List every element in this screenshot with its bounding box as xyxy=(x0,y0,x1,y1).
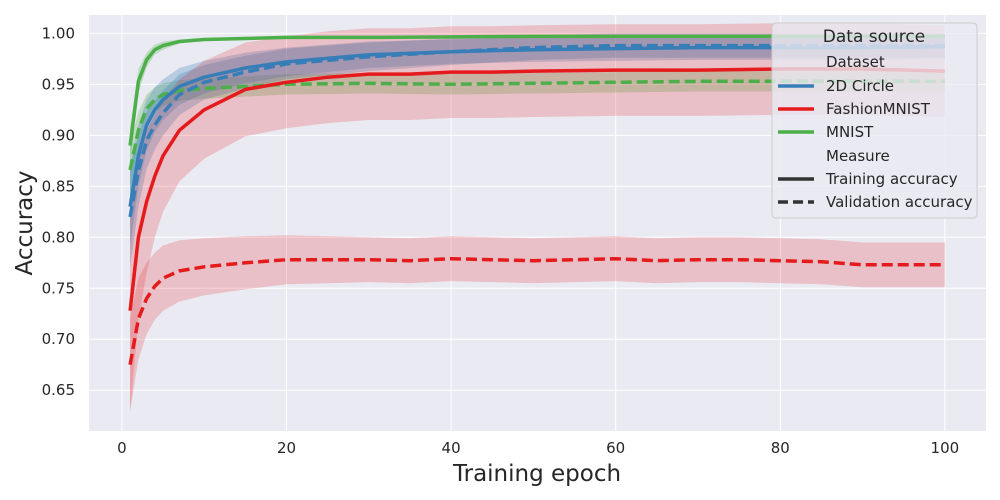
y-tick-label: 1.00 xyxy=(42,24,75,42)
line-fashionmnist-validation-accuracy xyxy=(128,256,945,366)
series-lines xyxy=(128,34,945,366)
legend-title: Data source xyxy=(823,27,925,47)
legend-label-mnist: MNIST xyxy=(826,123,874,141)
x-tick-label: 100 xyxy=(931,439,960,457)
legend-label-2d-circle: 2D Circle xyxy=(826,77,894,95)
x-tick-label: 40 xyxy=(442,439,461,457)
legend-header-measure: Measure xyxy=(826,147,890,165)
x-axis-ticks: 0 20 40 60 80 100 xyxy=(117,439,959,457)
line-2d-circle-validation-accuracy xyxy=(128,43,945,218)
x-tick-label: 0 xyxy=(117,439,127,457)
y-tick-label: 0.95 xyxy=(42,75,75,93)
y-axis-label: Accuracy xyxy=(12,170,38,275)
legend-label-training: Training accuracy xyxy=(825,170,958,188)
line-mnist-training-accuracy xyxy=(128,34,945,146)
legend-label-validation: Validation accuracy xyxy=(826,193,973,211)
line-2d-circle-training-accuracy xyxy=(128,44,945,207)
x-tick-label: 80 xyxy=(771,439,790,457)
band-fashionmnist-training-accuracy xyxy=(130,23,945,413)
line-fashionmnist-training-accuracy xyxy=(128,67,945,311)
y-axis-ticks: 0.65 0.70 0.75 0.80 0.85 0.90 0.95 1.00 xyxy=(42,24,75,399)
legend: Data source Dataset 2D Circle FashionMNI… xyxy=(771,22,978,219)
y-tick-label: 0.80 xyxy=(42,228,75,246)
legend-box xyxy=(771,22,978,219)
legend-label-fashionmnist: FashionMNIST xyxy=(826,100,931,118)
x-axis-label: Training epoch xyxy=(452,461,621,487)
x-tick-label: 60 xyxy=(606,439,625,457)
y-tick-label: 0.70 xyxy=(42,330,75,348)
y-tick-label: 0.85 xyxy=(42,177,75,195)
y-tick-label: 0.65 xyxy=(42,381,75,399)
band-fashionmnist-validation-accuracy xyxy=(130,235,945,411)
y-tick-label: 0.75 xyxy=(42,279,75,297)
line-mnist-validation-accuracy xyxy=(128,79,945,171)
legend-header-dataset: Dataset xyxy=(826,53,885,71)
x-tick-label: 20 xyxy=(277,439,296,457)
y-tick-label: 0.90 xyxy=(42,126,75,144)
